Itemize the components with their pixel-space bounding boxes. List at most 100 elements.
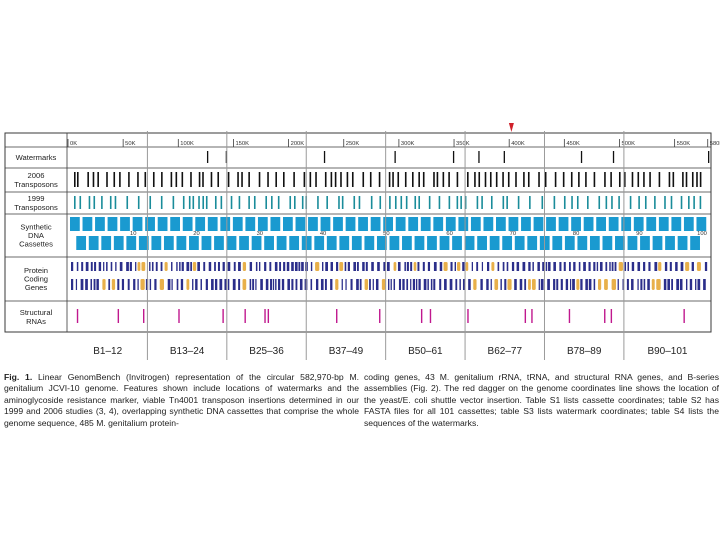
gene-mark: [214, 279, 218, 290]
transposon-2006-mark: [649, 172, 651, 187]
gene-mark: [242, 262, 247, 271]
transposon-2006-mark: [585, 172, 587, 187]
gene-mark: [151, 262, 154, 271]
transposon-2006-mark: [340, 172, 342, 187]
cassette-block: [308, 217, 318, 231]
cassette-number-label: 30: [257, 231, 263, 237]
gene-mark: [176, 262, 178, 271]
track-label-cassettes: DNA: [28, 231, 45, 240]
assembly-label: B37–49: [329, 346, 364, 357]
cassette-block: [364, 236, 375, 250]
transposon-2006-mark: [618, 172, 621, 187]
transposon-1999-mark: [529, 196, 531, 209]
cassette-block: [483, 217, 494, 231]
transposon-2006-mark: [275, 172, 277, 187]
gene-mark: [439, 279, 442, 290]
transposon-1999-mark: [293, 196, 296, 209]
transposon-1999-mark: [680, 196, 683, 209]
rna-mark: [222, 309, 224, 323]
transposon-2006-mark: [210, 172, 213, 187]
cassette-block: [439, 236, 450, 250]
gene-mark: [381, 279, 386, 290]
transposon-2006-mark: [523, 172, 525, 187]
gene-mark: [418, 279, 421, 290]
gene-mark: [179, 262, 181, 271]
transposon-1999-mark: [109, 196, 112, 209]
gene-mark: [281, 279, 285, 290]
track-label-genes: Genes: [25, 283, 48, 292]
gene-mark: [93, 279, 96, 290]
transposon-1999-mark: [481, 196, 483, 209]
gene-mark: [611, 262, 614, 271]
gene-mark: [494, 279, 499, 290]
transposon-2006-mark: [668, 172, 671, 187]
gene-mark: [516, 262, 520, 271]
rna-mark: [76, 309, 79, 323]
transposon-2006-mark: [478, 172, 481, 187]
transposon-2006-mark: [422, 172, 425, 187]
gene-mark: [528, 279, 531, 290]
cassette-block: [163, 236, 174, 250]
gene-mark: [364, 279, 369, 290]
gene-mark: [294, 262, 298, 271]
transposon-1999-mark: [341, 196, 344, 209]
gene-mark: [480, 279, 483, 290]
gene-mark: [611, 279, 617, 290]
cassette-block: [389, 236, 400, 250]
transposon-2006-mark: [570, 172, 573, 187]
track-label-cassettes: Synthetic: [20, 222, 51, 231]
cassette-block: [232, 217, 243, 231]
assembly-label: B13–24: [170, 346, 205, 357]
transposon-1999-mark: [149, 196, 152, 209]
transposon-2006-mark: [631, 172, 634, 187]
cassette-block: [677, 236, 688, 250]
gene-mark: [696, 262, 701, 271]
rna-mark: [429, 309, 432, 323]
transposon-1999-mark: [629, 196, 632, 209]
transposon-2006-mark: [198, 172, 201, 187]
cassette-block: [214, 236, 224, 250]
cassette-block: [264, 236, 274, 250]
track-label-cassettes: Cassettes: [19, 240, 53, 249]
gene-mark: [593, 262, 596, 271]
transposon-1999-mark: [214, 196, 217, 209]
cassette-block: [527, 236, 538, 250]
gene-mark: [71, 279, 74, 290]
track-label-genes: Protein: [24, 266, 48, 275]
transposon-2006-mark: [258, 172, 261, 187]
gene-mark: [528, 262, 531, 271]
gene-mark: [249, 262, 253, 271]
cassette-block: [151, 236, 162, 250]
rna-mark: [264, 309, 266, 323]
cassette-block: [558, 217, 569, 231]
cassette-block: [326, 236, 337, 250]
gene-mark: [637, 279, 639, 290]
transposon-1999-mark: [553, 196, 556, 209]
gene-mark: [238, 279, 241, 290]
gene-mark: [324, 279, 327, 290]
transposon-2006-mark: [685, 172, 688, 187]
gene-mark: [572, 279, 575, 290]
transposon-1999-mark: [248, 196, 250, 209]
gene-mark: [680, 262, 684, 271]
gene-mark: [459, 279, 461, 290]
transposon-1999-mark: [476, 196, 479, 209]
transposon-2006-mark: [137, 172, 139, 187]
transposon-2006-mark: [190, 172, 192, 187]
track-label-rnas: RNAs: [26, 317, 46, 326]
gene-mark: [640, 279, 643, 290]
watermark-mark: [206, 151, 209, 163]
cassette-block: [402, 236, 412, 250]
rna-mark: [604, 309, 606, 323]
gene-mark: [362, 262, 365, 271]
caption-left-text: Linear GenomBench (Invitrogen) represent…: [4, 372, 359, 428]
transposon-1999-mark: [502, 196, 505, 209]
gene-mark: [669, 262, 672, 271]
gene-mark: [704, 262, 708, 271]
transposon-2006-mark: [397, 172, 400, 187]
transposon-2006-mark: [418, 172, 420, 187]
gene-mark: [94, 262, 97, 271]
gene-mark: [238, 262, 241, 271]
gene-mark: [127, 279, 130, 290]
